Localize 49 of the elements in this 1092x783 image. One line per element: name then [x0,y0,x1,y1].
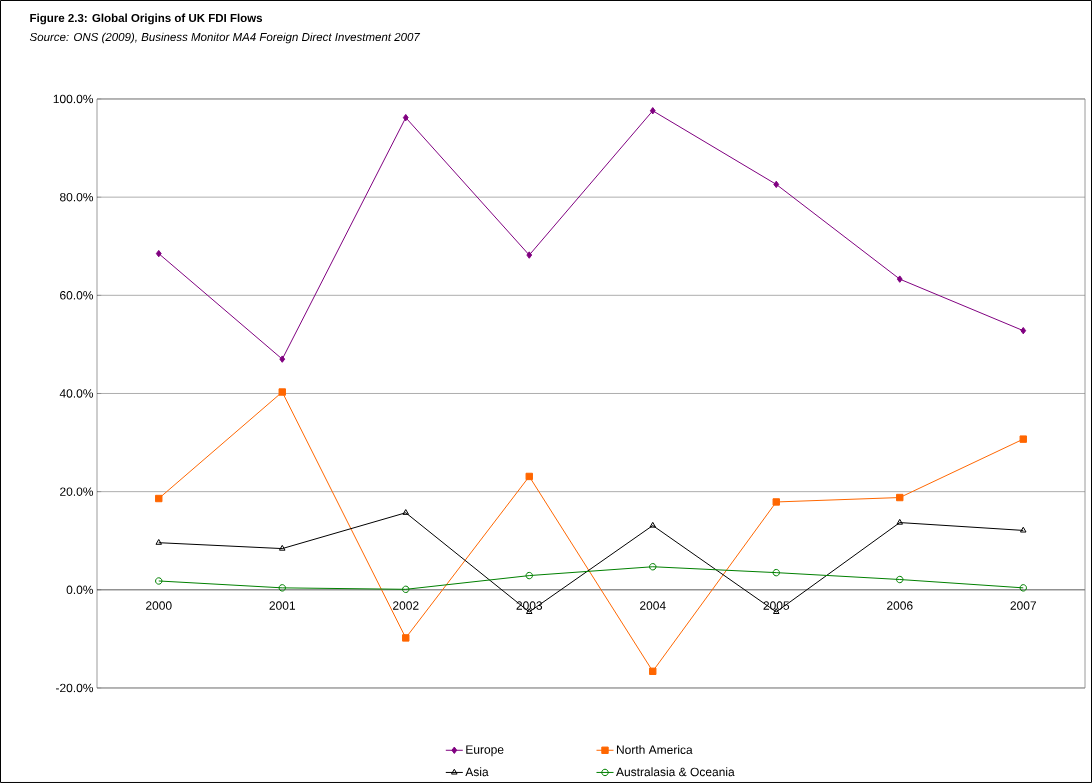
point [772,498,780,506]
x-tick-label: 2000 [146,601,172,610]
point [649,563,657,571]
x-tick-label: 2004 [640,601,666,610]
point [1019,584,1027,592]
point [896,275,903,283]
point [402,634,410,642]
point [1019,526,1027,533]
point [155,539,163,545]
point [525,571,533,580]
point [279,355,286,363]
point [402,585,410,594]
y-tick-label: -20.0% [56,683,94,693]
point [896,493,904,502]
y-tick-label: 0.0% [66,585,94,595]
y-tick-label: 60.0% [60,291,94,300]
point [155,577,163,585]
legend-label: Asia [465,767,489,777]
point [526,251,533,259]
chart-title: Figure 2.3: Global Origins of UK FDI Flows [30,13,263,25]
point [278,388,286,396]
point [896,575,904,584]
legend-label: Europe [466,745,504,757]
x-tick-label: 2006 [887,601,913,610]
legend-label: Australasia & Oceania [616,767,735,777]
point [525,472,533,481]
point [1019,435,1027,443]
point [649,521,657,528]
point [278,584,286,592]
point [772,568,780,577]
x-tick-label: 2001 [269,601,296,610]
y-tick-label: 100.0% [53,94,94,104]
x-tick-label: 2007 [1010,601,1037,610]
point [773,180,780,189]
point [649,107,656,115]
point [402,509,410,515]
legend-label: North America [616,745,693,754]
x-tick-label: 2002 [393,601,419,610]
point [896,518,904,525]
y-tick-label: 80.0% [59,192,94,202]
point [278,544,286,551]
point [155,494,163,503]
point [155,249,162,258]
point [402,113,409,122]
y-tick-label: 40.0% [59,389,94,398]
y-tick-label: 20.0% [60,487,94,496]
chart-subtitle: Source: ONS (2009), Business Monitor MA4 Foreign Direct Investment 2007 [29,32,421,44]
point [649,667,657,675]
point [1020,326,1027,335]
